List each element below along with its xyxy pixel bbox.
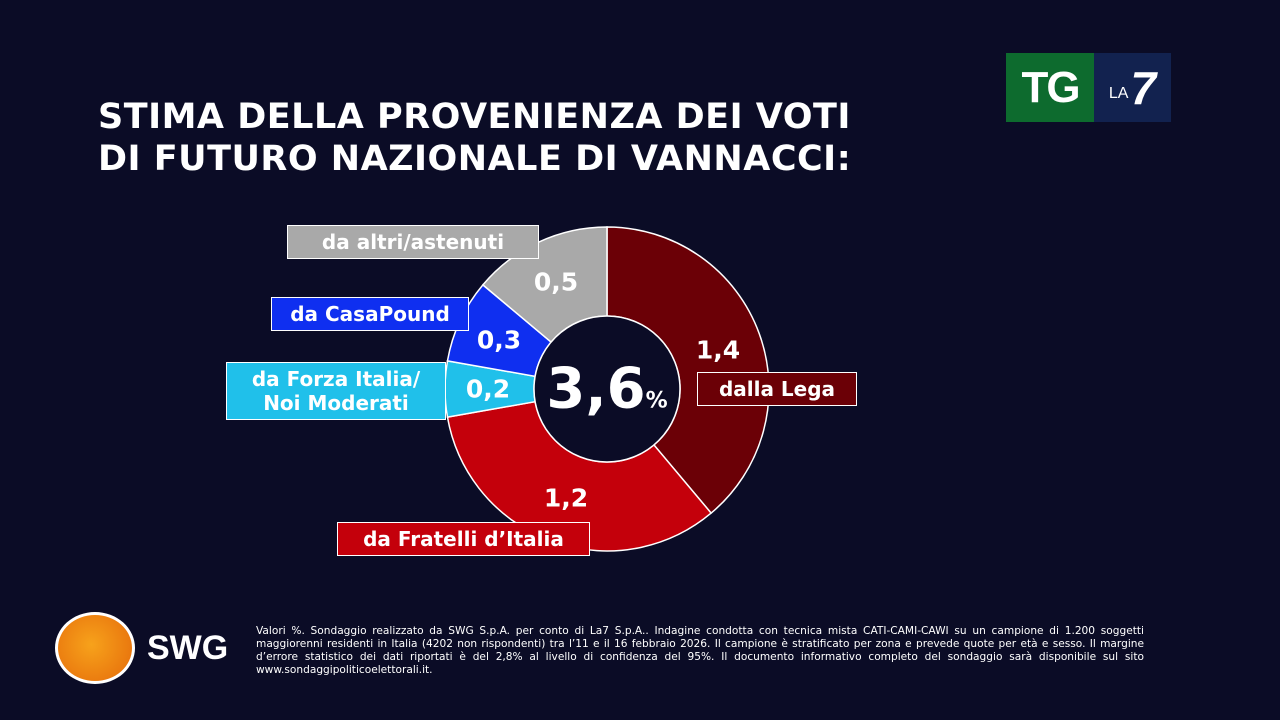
total-value: 3,6% bbox=[546, 357, 667, 422]
total-number: 3,6 bbox=[546, 356, 646, 422]
logo-tg: TG bbox=[1006, 53, 1094, 122]
label-casapound: da CasaPound bbox=[271, 297, 469, 331]
logo-la: LA bbox=[1108, 84, 1129, 102]
page-title: STIMA DELLA PROVENIENZA DEI VOTI DI FUTU… bbox=[98, 96, 851, 180]
tg-la7-logo: TG LA 7 bbox=[1006, 53, 1171, 122]
label-altri: da altri/astenuti bbox=[287, 225, 539, 259]
value-casapound: 0,3 bbox=[476, 325, 522, 355]
total-unit: % bbox=[645, 388, 668, 414]
label-lega: dalla Lega bbox=[697, 372, 857, 406]
swg-logo: SWG bbox=[55, 612, 228, 684]
value-fratelli-italia: 1,2 bbox=[543, 483, 589, 513]
title-line-1: STIMA DELLA PROVENIENZA DEI VOTI bbox=[98, 97, 851, 137]
swg-brand: SWG bbox=[147, 628, 229, 667]
logo-seven: 7 bbox=[1130, 61, 1157, 114]
logo-la7: LA 7 bbox=[1094, 53, 1171, 122]
swg-globe-icon bbox=[55, 612, 135, 684]
value-forza-italia: 0,2 bbox=[465, 374, 511, 404]
value-lega: 1,4 bbox=[695, 335, 741, 365]
donut-hole bbox=[533, 315, 681, 463]
value-altri: 0,5 bbox=[533, 267, 579, 297]
label-forza-italia: da Forza Italia/ Noi Moderati bbox=[226, 362, 446, 420]
methodology-note: Valori %. Sondaggio realizzato da SWG S.… bbox=[256, 625, 1144, 676]
label-fratelli-italia: da Fratelli d’Italia bbox=[337, 522, 590, 556]
title-line-2: DI FUTURO NAZIONALE DI VANNACCI: bbox=[98, 139, 852, 179]
